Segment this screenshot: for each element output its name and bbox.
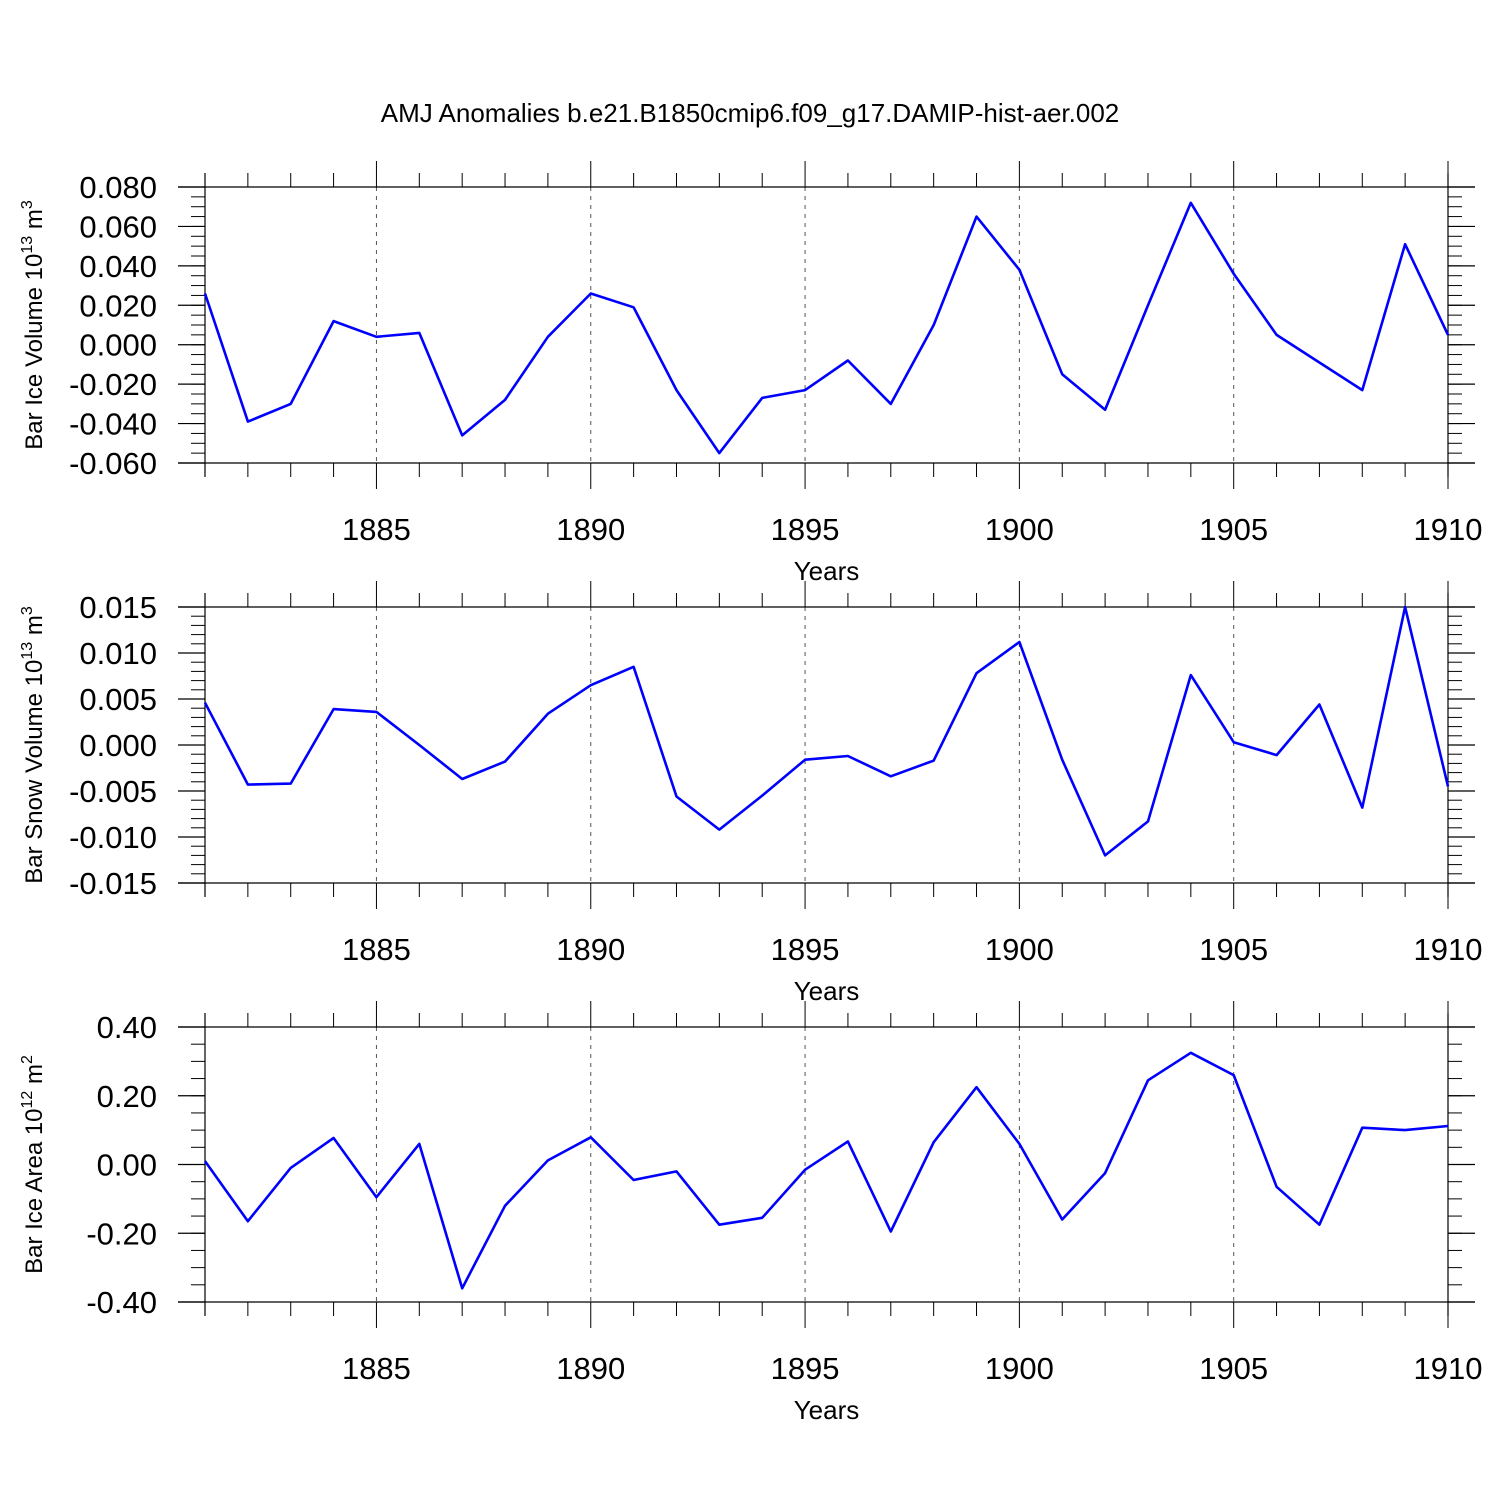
x-tick-label: 1905: [1199, 932, 1268, 967]
x-tick-label: 1895: [771, 512, 840, 547]
y-tick-label: 0.015: [79, 590, 157, 625]
y-tick-label: -0.040: [69, 407, 157, 442]
x-axis-label: Years: [794, 1395, 860, 1425]
panel-1: -0.060 -0.040 -0.020 0.000 0.020 0.040 0.060 0.…: [19, 161, 1482, 586]
y-tick-label: -0.020: [69, 367, 157, 402]
y-tick-label: -0.060: [69, 446, 157, 481]
y-tick-label: -0.015: [69, 866, 157, 901]
x-tick-label: 1905: [1199, 1351, 1268, 1386]
x-tick-label: 1890: [556, 1351, 625, 1386]
x-tick-label: 1895: [771, 1351, 840, 1386]
x-tick-label: 1890: [556, 512, 625, 547]
y-tick-label: 0.000: [79, 328, 157, 363]
y-tick-label: 0.20: [97, 1079, 157, 1114]
y-axis-label: Bar Snow Volume 1013 m3: [19, 606, 48, 884]
y-tick-label: 0.00: [97, 1148, 157, 1183]
series-line: [203, 1051, 1449, 1290]
x-tick-label: 1890: [556, 932, 625, 967]
x-tick-label: 1900: [985, 1351, 1054, 1386]
x-tick-label: 1885: [342, 1351, 411, 1386]
x-tick-label: 1910: [1414, 512, 1483, 547]
x-tick-label: 1895: [771, 932, 840, 967]
x-tick-label: 1905: [1199, 512, 1268, 547]
y-tick-label: 0.020: [79, 288, 157, 323]
x-axis-label: Years: [794, 556, 860, 586]
x-axis-label: Years: [794, 976, 860, 1006]
y-axis-label: Bar Ice Area 1012 m2: [19, 1055, 48, 1274]
y-axis-label: Bar Ice Volume 1013 m3: [19, 200, 48, 450]
x-tick-label: 1910: [1414, 932, 1483, 967]
y-tick-label: 0.40: [97, 1010, 157, 1045]
panel-2: -0.015 -0.010 -0.005 0.000 0.005 0.010 0.015 18…: [19, 581, 1482, 1006]
y-tick-label: 0.005: [79, 682, 157, 717]
y-tick-label: -0.005: [69, 774, 157, 809]
x-tick-label: 1900: [985, 932, 1054, 967]
x-tick-label: 1885: [342, 932, 411, 967]
x-tick-label: 1885: [342, 512, 411, 547]
x-tick-label: 1910: [1414, 1351, 1483, 1386]
series-line: [203, 605, 1450, 857]
y-tick-label: -0.20: [86, 1216, 157, 1251]
y-tick-label: 0.000: [79, 728, 157, 763]
chart-title: AMJ Anomalies b.e21.B1850cmip6.f09_g17.D…: [380, 98, 1120, 128]
series-line: [203, 201, 1450, 455]
panel-3: -0.40 -0.20 0.00 0.20 0.40 1885 1890 1895 1900 19…: [19, 1001, 1482, 1425]
y-tick-label: 0.080: [79, 170, 157, 205]
y-tick-label: 0.010: [79, 636, 157, 671]
y-tick-label: 0.040: [79, 249, 157, 284]
y-tick-label: 0.060: [79, 209, 157, 244]
x-tick-label: 1900: [985, 512, 1054, 547]
y-tick-label: -0.010: [69, 820, 157, 855]
y-tick-label: -0.40: [86, 1285, 157, 1320]
